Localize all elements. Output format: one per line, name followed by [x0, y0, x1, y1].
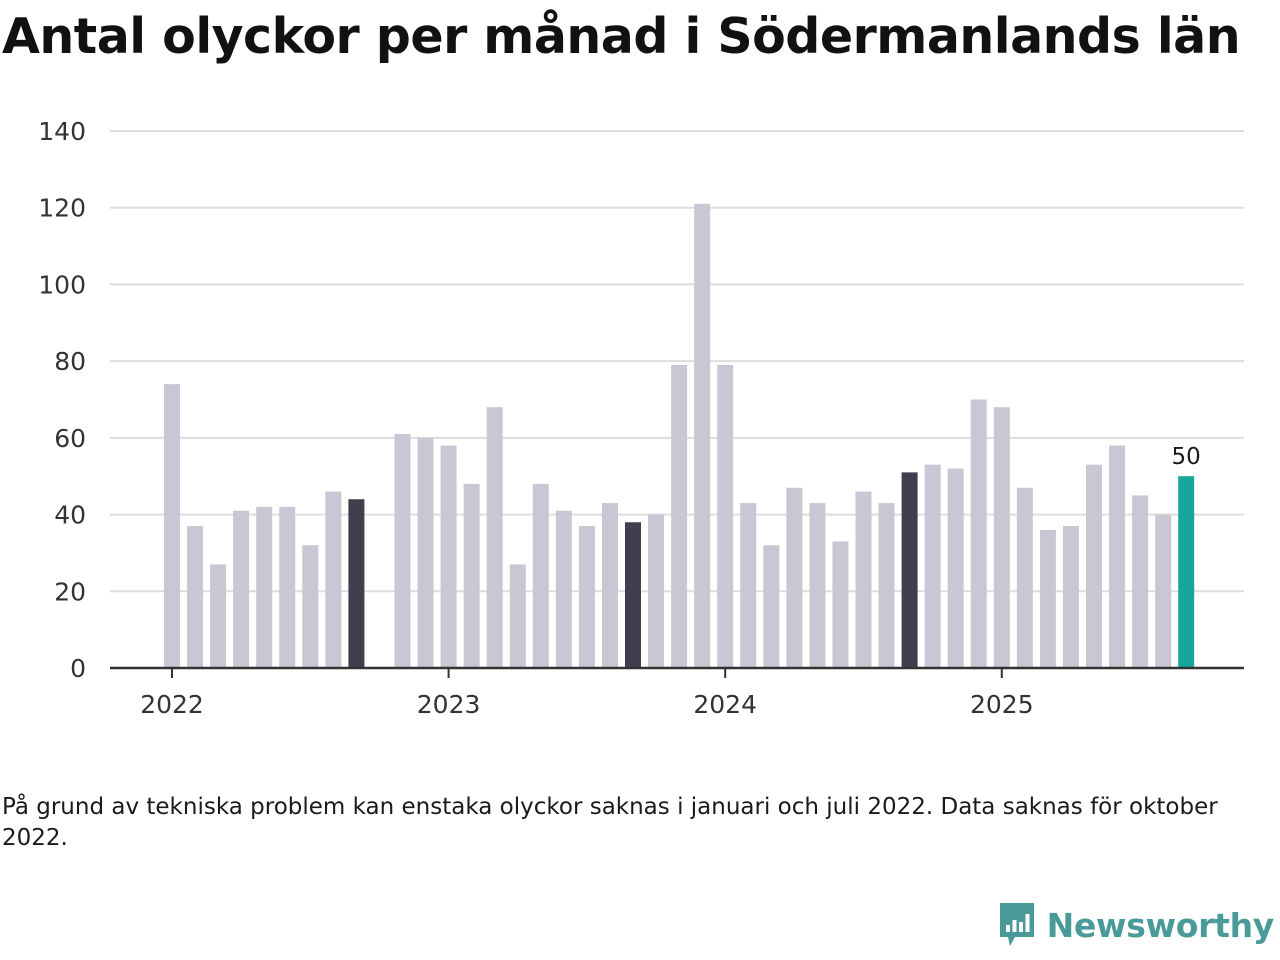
x-tick-label: 2022 [140, 690, 204, 719]
bar-2023-11[interactable] [671, 364, 688, 668]
bar-2023-03[interactable] [486, 407, 503, 668]
bar-2025-08[interactable] [1155, 514, 1172, 668]
bar-2024-03[interactable] [763, 545, 780, 668]
bar-2024-12[interactable] [970, 399, 987, 669]
bar-2022-03[interactable] [210, 564, 227, 668]
bar-2023-10[interactable] [648, 514, 665, 668]
y-tick-label: 140 [38, 117, 86, 146]
bar-2024-04[interactable] [786, 487, 803, 668]
bar-2024-11[interactable] [947, 468, 964, 668]
bar-chart: 0 20 40 60 80 100 120 140 50 2022 2023 2024 2025 [38, 117, 1244, 719]
bar-2022-09[interactable] [348, 499, 365, 668]
bar-2025-03[interactable] [1039, 529, 1056, 668]
y-tick-label: 120 [38, 194, 86, 223]
bar-2022-04[interactable] [233, 510, 250, 668]
last-value-label: 50 [1172, 444, 1201, 470]
bar-2023-04[interactable] [509, 564, 526, 668]
y-tick-label: 100 [38, 270, 86, 299]
bar-2024-01[interactable] [717, 364, 734, 668]
bar-2022-06[interactable] [279, 506, 296, 668]
bar-2023-07[interactable] [578, 526, 595, 668]
bar-2022-08[interactable] [325, 491, 342, 668]
bar-2024-02[interactable] [740, 503, 757, 668]
bar-2022-01[interactable] [164, 384, 180, 668]
bar-2022-12[interactable] [417, 437, 434, 668]
bar-2025-02[interactable] [1016, 487, 1033, 668]
bar-2025-09[interactable] [1178, 476, 1195, 668]
bar-2023-06[interactable] [555, 510, 572, 668]
bar-2023-12[interactable] [694, 203, 711, 668]
x-tick-label: 2023 [417, 690, 481, 719]
bar-2023-01[interactable] [440, 445, 457, 668]
bar-2025-04[interactable] [1062, 526, 1079, 668]
chart-title: Antal olyckor per månad i Södermanlands … [2, 8, 1241, 65]
bar-2023-08[interactable] [601, 503, 618, 668]
bar-2023-05[interactable] [532, 483, 549, 668]
bar-2022-02[interactable] [187, 526, 204, 668]
y-tick-label: 0 [70, 654, 86, 683]
bar-2025-01[interactable] [993, 407, 1010, 668]
bar-2024-05[interactable] [809, 503, 826, 668]
bar-2024-06[interactable] [832, 541, 849, 668]
bar-2024-07[interactable] [855, 491, 872, 668]
newsworthy-logo[interactable]: Newsworthy [997, 900, 1274, 950]
bar-2022-11[interactable] [394, 434, 411, 668]
bar-2025-05[interactable] [1086, 464, 1102, 668]
y-tick-label: 40 [54, 501, 86, 530]
y-tick-label: 20 [54, 577, 86, 606]
bar-2023-02[interactable] [463, 483, 480, 668]
bar-2024-10[interactable] [924, 464, 941, 668]
bar-2022-05[interactable] [256, 506, 273, 668]
x-tick-label: 2025 [970, 690, 1034, 719]
bar-2025-06[interactable] [1109, 445, 1126, 668]
logo-wordmark: Newsworthy [1046, 905, 1275, 945]
bar-2022-07[interactable] [302, 545, 319, 668]
footnote: På grund av tekniska problem kan enstaka… [2, 794, 1218, 851]
bar-2024-08[interactable] [878, 503, 895, 668]
bar-2024-09[interactable] [901, 472, 918, 668]
bar-2023-09[interactable] [625, 522, 641, 668]
y-tick-label: 60 [54, 424, 86, 453]
y-tick-label: 80 [54, 347, 86, 376]
newsworthy-logo-icon [999, 903, 1034, 946]
bar-2025-07[interactable] [1132, 495, 1149, 668]
x-tick-label: 2024 [693, 690, 757, 719]
